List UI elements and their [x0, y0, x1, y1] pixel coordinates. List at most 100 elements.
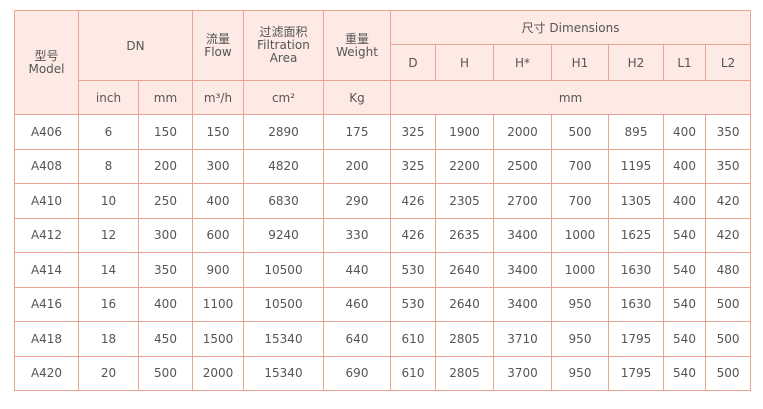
table-cell: 330: [323, 217, 391, 253]
table-cell: 15340: [243, 355, 324, 391]
table-cell: 16: [78, 286, 139, 322]
table-cell: 530: [390, 286, 436, 322]
table-cell: 540: [663, 252, 706, 288]
table-row: A406 6 150 150 2890 175 325 1900 2000 500 895 400 35…: [14, 114, 752, 150]
table-cell: 175: [323, 114, 391, 150]
table-cell: A406: [14, 114, 79, 150]
table-cell: 1630: [608, 286, 664, 322]
table-cell: 900: [192, 252, 244, 288]
table-cell: 426: [390, 217, 436, 253]
table-row: A414 14 350 900 10500 440 530 2640 3400 1000 1630 5…: [14, 252, 752, 288]
table-cell: 6830: [243, 183, 324, 219]
dim-header: L2: [704, 44, 752, 81]
table-cell: 3700: [493, 355, 552, 391]
flow-header: 流量 Flow: [192, 10, 244, 81]
table-cell: 9240: [243, 217, 324, 253]
table-cell: 2305: [435, 183, 494, 219]
table-cell: A414: [14, 252, 79, 288]
header-text: Model: [28, 61, 65, 76]
table-cell: A420: [14, 355, 79, 391]
table-cell: 500: [138, 355, 193, 391]
header-text: Flow: [204, 44, 232, 59]
table-row: A420 20 500 2000 15340 690 610 2805 3700 950 1795 5…: [14, 355, 752, 391]
header-text: Area: [269, 51, 298, 65]
table-cell: A416: [14, 286, 79, 322]
table-row: A418 18 450 1500 15340 640 610 2805 3710 950 1795 5…: [14, 321, 752, 357]
table-cell: 400: [192, 183, 244, 219]
table-cell: 325: [390, 148, 436, 184]
dim-header: H: [435, 44, 494, 81]
table-cell: 950: [551, 355, 609, 391]
table-cell: A412: [14, 217, 79, 253]
table-cell: 2890: [243, 114, 324, 150]
table-cell: 350: [704, 148, 752, 184]
table-body: A406 6 150 150 2890 175 325 1900 2000 500 895 400 35…: [14, 114, 752, 391]
table-cell: 460: [323, 286, 391, 322]
table-cell: 1500: [192, 321, 244, 357]
table-row: A416 16 400 1100 10500 460 530 2640 3400 950 1630 5…: [14, 286, 752, 322]
table-cell: 500: [551, 114, 609, 150]
table-cell: 420: [704, 183, 752, 219]
table-cell: 350: [138, 252, 193, 288]
table-cell: 610: [390, 355, 436, 391]
table-cell: 2000: [493, 114, 552, 150]
dimensions-header: 尺寸 Dimensions: [389, 10, 752, 45]
units-row: inch mm m³/h cm² Kg mm: [15, 80, 752, 115]
dim-header: H1: [551, 44, 609, 81]
table-cell: 2200: [435, 148, 494, 184]
header-text: Filtration: [257, 38, 310, 52]
model-header: 型号 Model: [14, 10, 79, 115]
table-cell: 3400: [493, 217, 552, 253]
spec-table: 型号 Model DN 流量 Flow 过滤面积 Filtration Area 重量 W…: [14, 10, 752, 391]
unit-header: cm²: [243, 80, 324, 115]
table-cell: 610: [390, 321, 436, 357]
dim-header: H2: [608, 44, 664, 81]
table-cell: 300: [192, 148, 244, 184]
table-cell: 400: [663, 148, 706, 184]
table-cell: 1000: [551, 217, 609, 253]
table-cell: 1795: [608, 321, 664, 357]
table-cell: 1900: [435, 114, 494, 150]
table-cell: 540: [663, 355, 706, 391]
table-cell: 10: [78, 183, 139, 219]
table-cell: 426: [390, 183, 436, 219]
header-text: 型号: [34, 48, 59, 63]
table-cell: 700: [551, 183, 609, 219]
table-cell: 700: [551, 148, 609, 184]
table-cell: 10500: [243, 252, 324, 288]
table-cell: 530: [390, 252, 436, 288]
table-cell: 14: [78, 252, 139, 288]
table-cell: 400: [663, 183, 706, 219]
table-cell: 200: [138, 148, 193, 184]
table-cell: 20: [78, 355, 139, 391]
table-cell: 2500: [493, 148, 552, 184]
table-cell: 1305: [608, 183, 664, 219]
table-cell: 3400: [493, 252, 552, 288]
table-cell: 325: [390, 114, 436, 150]
table-cell: 1795: [608, 355, 664, 391]
dim-header: D: [390, 44, 436, 81]
table-cell: 12: [78, 217, 139, 253]
area-header: 过滤面积 Filtration Area: [243, 10, 324, 81]
table-cell: 6: [78, 114, 139, 150]
table-cell: 1630: [608, 252, 664, 288]
table-cell: 150: [192, 114, 244, 150]
dim-header: H*: [493, 44, 552, 81]
table-cell: 500: [704, 286, 752, 322]
table-cell: A408: [14, 148, 79, 184]
table-cell: 895: [608, 114, 664, 150]
table-cell: 1000: [551, 252, 609, 288]
table-cell: 200: [323, 148, 391, 184]
table-cell: 540: [663, 217, 706, 253]
table-cell: 1195: [608, 148, 664, 184]
table-cell: 500: [704, 321, 752, 357]
table-cell: 440: [323, 252, 391, 288]
unit-header: mm: [389, 80, 752, 115]
table-row: A410 10 250 400 6830 290 426 2305 2700 700 1305 400…: [14, 183, 752, 219]
table-row: A412 12 300 600 9240 330 426 2635 3400 1000 1625 54…: [14, 217, 752, 253]
table-cell: 2640: [435, 252, 494, 288]
dn-header: DN: [78, 10, 193, 81]
dims-row: D H H* H1 H2 L1 L2: [15, 44, 752, 81]
table-cell: 2640: [435, 286, 494, 322]
table-cell: 950: [551, 286, 609, 322]
